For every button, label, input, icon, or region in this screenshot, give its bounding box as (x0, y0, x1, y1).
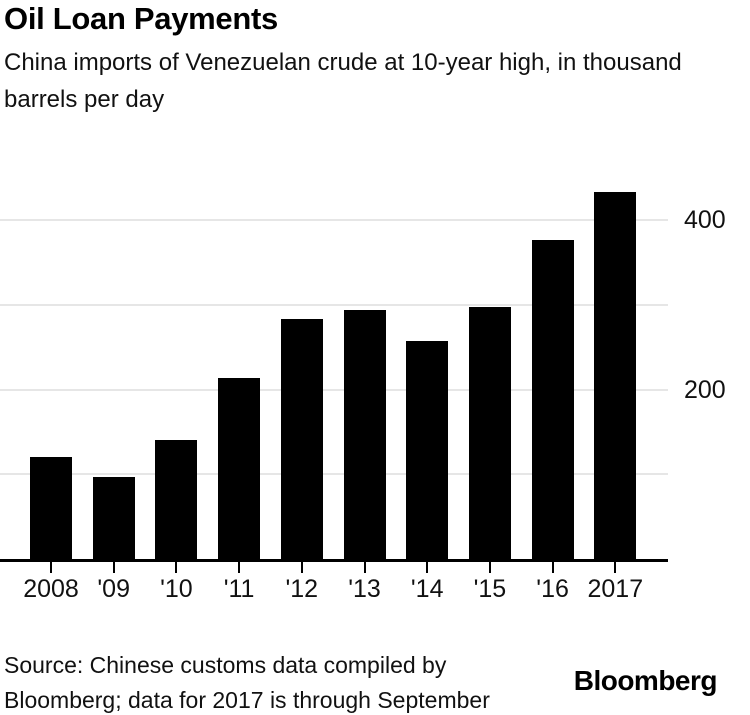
bar-14 (406, 341, 449, 559)
x-tick-label-10: '10 (160, 575, 193, 603)
gridline-200 (0, 388, 668, 391)
chart-subtitle: China imports of Venezuelan crude at 10-… (4, 49, 682, 113)
x-tick-09 (112, 562, 115, 573)
bar-09 (92, 477, 135, 559)
x-tick-11 (238, 562, 241, 573)
plot-area (0, 150, 668, 562)
x-tick-15 (488, 562, 491, 573)
x-tick-label-12: '12 (285, 575, 319, 603)
x-tick-10 (175, 562, 178, 573)
gridline-400 (0, 219, 668, 222)
y-tick-label-200: 200 (684, 375, 726, 404)
x-tick-14 (426, 562, 429, 573)
bar-10 (155, 440, 198, 559)
source-note: Source: Chinese customs data compiled by… (4, 652, 490, 713)
bar-2017 (594, 192, 637, 559)
x-tick-label-2008: 2008 (23, 575, 79, 603)
x-tick-label-09: '09 (97, 575, 130, 603)
x-tick-2008 (50, 562, 52, 573)
bar-13 (343, 310, 386, 559)
x-tick-label-15: '15 (473, 575, 507, 603)
x-tick-label-13: '13 (348, 575, 381, 603)
x-tick-12 (300, 562, 303, 573)
x-tick-label-14: '14 (410, 575, 444, 603)
x-tick-2017 (614, 562, 617, 573)
x-tick-16 (551, 562, 554, 573)
chart-title: Oil Loan Payments (4, 1, 278, 36)
gridline-300 (0, 303, 668, 306)
bar-12 (280, 319, 323, 559)
x-tick-label-11: '11 (223, 575, 255, 603)
bar-11 (218, 378, 261, 559)
x-tick-label-16: '16 (536, 575, 569, 603)
x-tick-13 (363, 562, 366, 573)
bar-16 (531, 240, 574, 559)
gridline-100 (0, 473, 668, 476)
bar-15 (468, 307, 511, 559)
bloomberg-logo: Bloomberg (573, 665, 718, 696)
bar-2008 (30, 457, 72, 559)
x-tick-label-2017: 2017 (587, 575, 644, 603)
y-tick-label-400: 400 (684, 206, 726, 235)
